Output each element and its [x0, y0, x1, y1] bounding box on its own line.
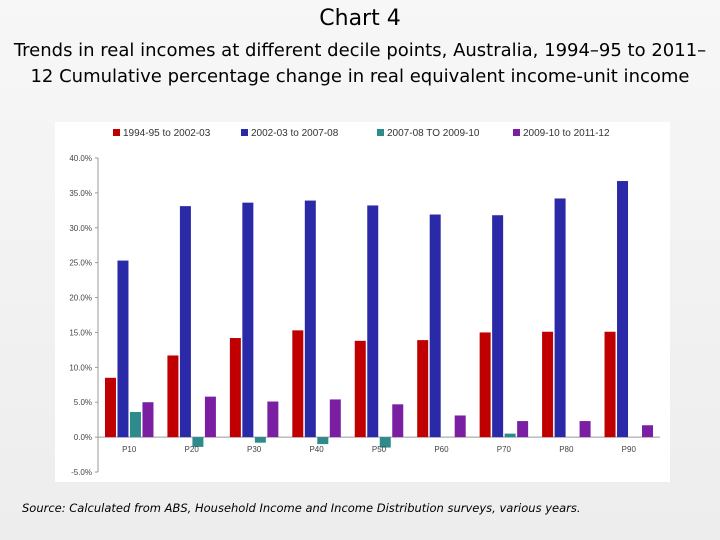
bar-P30-series-3	[254, 437, 266, 443]
legend-swatch-3	[377, 129, 384, 136]
bar-P90-series-4	[642, 425, 654, 438]
bar-P10-series-2	[117, 260, 129, 438]
y-tick-label: 15.0%	[69, 328, 92, 337]
bar-P80-series-4	[579, 421, 591, 438]
y-tick-label: -5.0%	[71, 468, 92, 477]
y-tick-label: 20.0%	[69, 294, 92, 303]
y-tick-label: 25.0%	[69, 259, 92, 268]
y-tick-label: 40.0%	[69, 154, 92, 163]
x-tick-label-P20: P20	[185, 445, 200, 454]
x-tick-label-P80: P80	[559, 445, 574, 454]
bar-P40-series-2	[304, 200, 316, 438]
legend-label-3: 2007-08 TO 2009-10	[387, 128, 480, 139]
bar-P30-series-2	[242, 202, 254, 438]
bar-P80-series-1	[542, 331, 554, 438]
legend-label-1: 1994-95 to 2002-03	[123, 128, 211, 139]
bar-P70-series-3	[504, 433, 516, 438]
bar-P50-series-3	[379, 437, 391, 448]
bar-P20-series-4	[204, 396, 216, 438]
bar-P20-series-2	[179, 206, 191, 438]
y-tick-label: 10.0%	[69, 363, 92, 372]
bar-P30-series-1	[229, 338, 241, 438]
x-tick-label-P30: P30	[247, 445, 262, 454]
bar-P40-series-1	[292, 330, 304, 438]
legend-swatch-1	[113, 129, 120, 136]
bar-P50-series-2	[367, 205, 379, 438]
legend-swatch-4	[513, 129, 520, 136]
legend-label-2: 2002-03 to 2007-08	[251, 128, 339, 139]
source-note: Source: Calculated from ABS, Household I…	[22, 501, 581, 515]
bar-P40-series-4	[329, 399, 341, 438]
bar-P40-series-3	[317, 437, 329, 445]
bar-P60-series-4	[454, 415, 466, 438]
chart-panel: 1994-95 to 2002-03 2002-03 to 2007-08 2007…	[55, 122, 670, 482]
bar-chart: 1994-95 to 2002-03 2002-03 to 2007-08 2007…	[69, 128, 660, 477]
bar-P30-series-4	[267, 401, 279, 438]
bar-P20-series-1	[167, 355, 179, 438]
x-tick-label-P90: P90	[622, 445, 637, 454]
y-tick-label: 5.0%	[74, 398, 92, 407]
chart-subtitle: Trends in real incomes at different deci…	[13, 40, 707, 87]
x-tick-label-P50: P50	[372, 445, 387, 454]
bar-P90-series-1	[604, 331, 616, 438]
x-tick-label-P70: P70	[497, 445, 512, 454]
y-tick-label: 35.0%	[69, 189, 92, 198]
legend-swatch-2	[241, 129, 248, 136]
x-tick-label-P60: P60	[434, 445, 449, 454]
bar-P80-series-2	[554, 198, 566, 438]
bar-P70-series-2	[492, 215, 504, 438]
bar-P20-series-3	[192, 437, 204, 447]
bar-P70-series-1	[479, 332, 491, 438]
y-tick-label: 0.0%	[74, 433, 92, 442]
y-tick-label: 30.0%	[69, 224, 92, 233]
x-tick-label-P40: P40	[309, 445, 324, 454]
bar-P60-series-1	[417, 340, 429, 438]
bar-P70-series-4	[517, 421, 529, 438]
bar-P60-series-2	[429, 214, 441, 438]
x-tick-label-P10: P10	[122, 445, 137, 454]
legend-label-4: 2009-10 to 2011-12	[523, 128, 610, 139]
bar-P90-series-2	[617, 181, 629, 438]
bar-P50-series-1	[354, 340, 366, 438]
bar-P10-series-1	[104, 377, 116, 438]
bar-P10-series-3	[129, 411, 141, 438]
bar-P10-series-4	[142, 402, 154, 438]
chart-title: Chart 4	[319, 6, 401, 31]
bar-P50-series-4	[392, 404, 404, 438]
